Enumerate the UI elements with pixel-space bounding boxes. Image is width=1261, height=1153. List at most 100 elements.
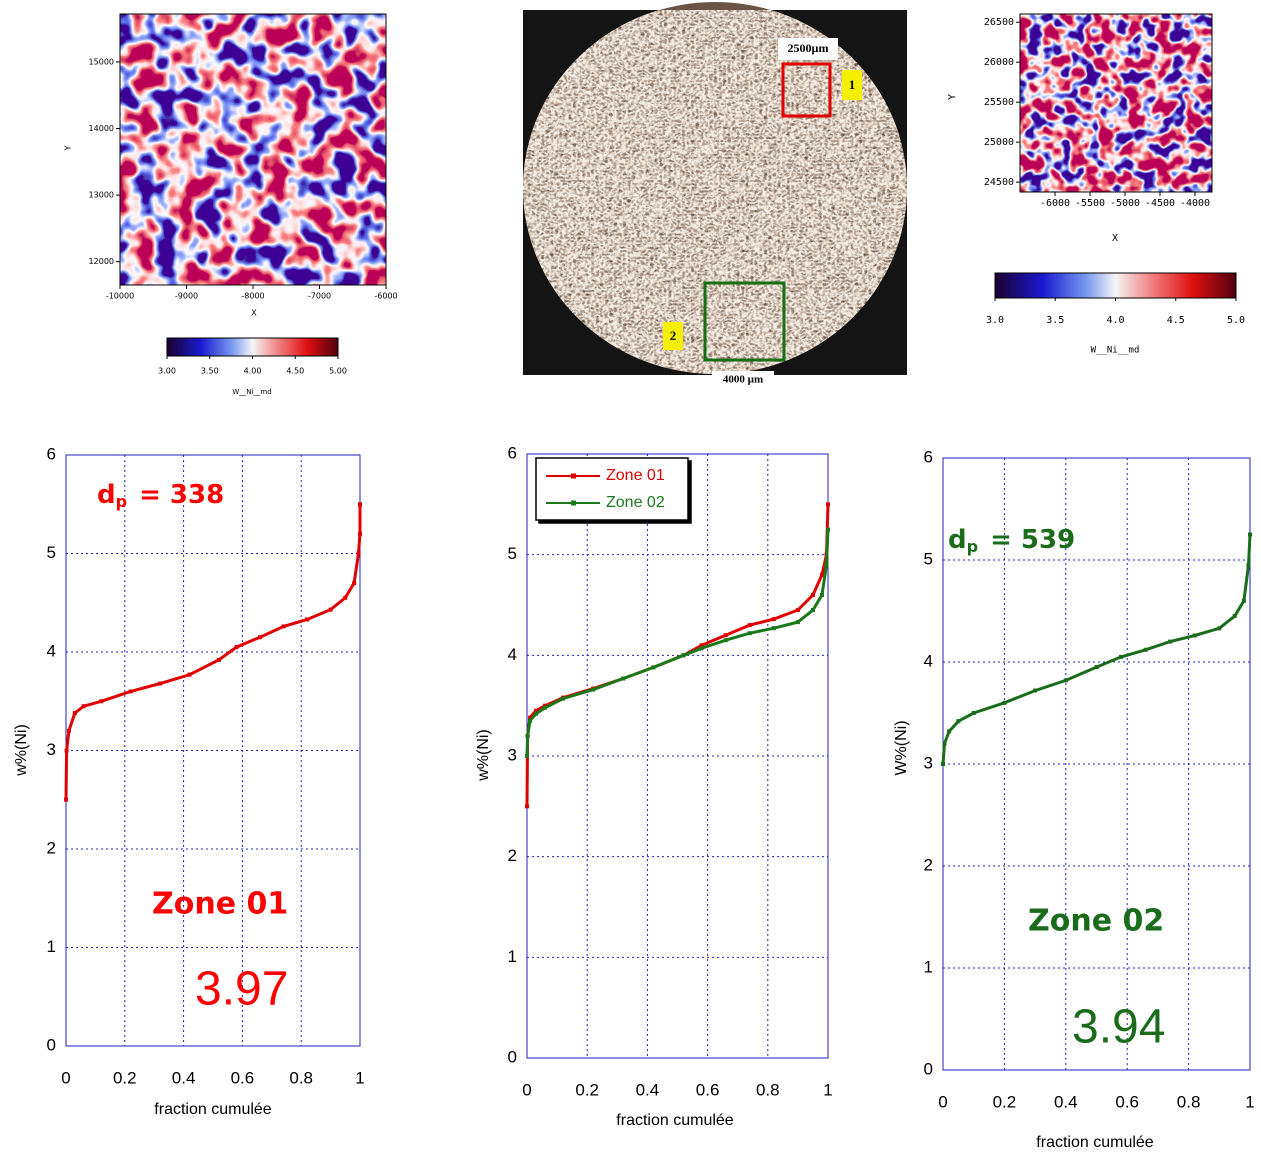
x-tick-label: -7000 (308, 292, 331, 301)
data-point (358, 502, 362, 507)
y-tick-label: 4 (924, 651, 933, 670)
dp-symbol: d (97, 480, 116, 510)
data-point (305, 617, 310, 622)
legend: Zone 01 Zone 02 (535, 457, 689, 521)
map-field (120, 14, 386, 285)
legend-box (535, 457, 689, 521)
data-point (826, 502, 830, 507)
x-tick-label: 0.2 (575, 1080, 599, 1099)
y-axis-label: w%(Ni) (13, 724, 30, 777)
x-tick-label: 0.6 (696, 1080, 720, 1099)
data-point (528, 715, 533, 720)
legend-marker (571, 500, 576, 506)
zone-2-label: 2 (670, 328, 677, 343)
x-tick-label: -8000 (241, 292, 264, 301)
scale-2: 4000 µm (723, 374, 763, 386)
y-tick-label: 12000 (89, 257, 114, 266)
data-point (81, 704, 86, 709)
data-point (1217, 626, 1222, 631)
y-axis-label: Y (947, 94, 958, 100)
data-point (64, 748, 69, 753)
contour-map: -6000 -5500 -5000 -4500 -4000 24500 25000 25500… (947, 13, 1245, 356)
data-point (1094, 665, 1099, 670)
colorbar-tick-label: 4.5 (1167, 315, 1185, 326)
data-point (258, 635, 263, 640)
data-point (771, 617, 776, 622)
y-tick-label: 1 (47, 937, 56, 956)
x-tick-label: -4500 (1145, 198, 1175, 209)
y-tick-label: 1 (508, 947, 517, 966)
data-point (1192, 633, 1197, 638)
scale-1: 2500µm (788, 41, 829, 55)
x-tick-label: -4000 (1180, 198, 1210, 209)
x-tick-label: 0.4 (636, 1080, 660, 1099)
data-point (216, 657, 221, 662)
x-axis-label: X (251, 309, 257, 318)
photo-disk (523, 2, 907, 374)
y-tick-label: 15000 (89, 57, 114, 66)
data-point (66, 728, 71, 733)
y-tick-label: 5 (508, 544, 517, 563)
data-point (971, 711, 976, 715)
x-tick-label: 1 (1245, 1092, 1254, 1111)
data-point (128, 689, 133, 694)
zone-1-label: 1 (849, 77, 856, 92)
y-tick-label: 6 (508, 443, 517, 462)
colorbar-tick-label: 4.50 (286, 367, 304, 376)
data-point (819, 592, 824, 597)
data-point (1119, 654, 1124, 659)
data-point (358, 531, 362, 536)
data-point (352, 581, 357, 586)
line-chart: 0 0.2 0.4 0.6 0.8 1 0 1 2 3 4 5 6 fraction cumulée W%(… (893, 447, 1255, 1151)
x-axis-label: fraction cumulée (616, 1112, 733, 1129)
data-point (1248, 532, 1252, 537)
data-point (1002, 700, 1007, 705)
colorbar-tick-label: 3.00 (158, 367, 176, 376)
data-point (343, 595, 348, 600)
y-tick-label: 5 (47, 543, 56, 562)
plot-frame (1019, 13, 1213, 193)
data-point (525, 804, 529, 809)
y-tick-label: 2 (924, 855, 933, 874)
data-point (942, 741, 947, 746)
y-tick-label: 13000 (89, 191, 114, 200)
y-tick-label: 1 (924, 957, 933, 976)
data-point (956, 719, 961, 724)
data-point (281, 624, 286, 629)
map-field (1020, 14, 1212, 192)
x-tick-label: 0.6 (1115, 1092, 1139, 1111)
data-point (1168, 639, 1173, 644)
x-tick-label: 0.2 (113, 1068, 137, 1087)
y-tick-label: 2 (47, 838, 56, 857)
y-tick-label: 14000 (89, 124, 114, 133)
data-point (941, 762, 945, 766)
colorbar-tick-label: 4.0 (1106, 315, 1124, 326)
zone-2-tag (663, 322, 683, 350)
x-tick-label: -5500 (1075, 198, 1105, 209)
y-tick-label: 25000 (984, 137, 1014, 148)
scale-1-bg (778, 38, 838, 60)
dp-annotation: dp = 539 (948, 525, 1075, 556)
data-point (187, 672, 192, 677)
x-axis-label: fraction cumulée (1036, 1134, 1153, 1151)
legend-label: Zone 01 (606, 467, 665, 484)
y-tick-label: 3 (47, 740, 56, 759)
data-point (1246, 563, 1251, 568)
x-tick-label: -5000 (1110, 198, 1140, 209)
x-tick-label: -6000 (1040, 198, 1070, 209)
data-point (771, 626, 776, 631)
data-point (947, 729, 952, 734)
dp-subscript: p (967, 537, 978, 556)
y-tick-label: 6 (924, 447, 933, 466)
data-point (328, 607, 333, 612)
data-point (528, 718, 533, 723)
photo: 2500µm 4000 µm 1 2 (523, 2, 907, 387)
data-point (158, 681, 163, 686)
data-point (824, 562, 829, 567)
data-point (723, 638, 728, 643)
x-tick-label: 0 (61, 1068, 70, 1087)
data-point (72, 711, 77, 716)
y-tick-label: 4 (508, 645, 517, 664)
data-point (699, 643, 704, 648)
colorbar-label: W__Ni__md (1091, 346, 1140, 356)
